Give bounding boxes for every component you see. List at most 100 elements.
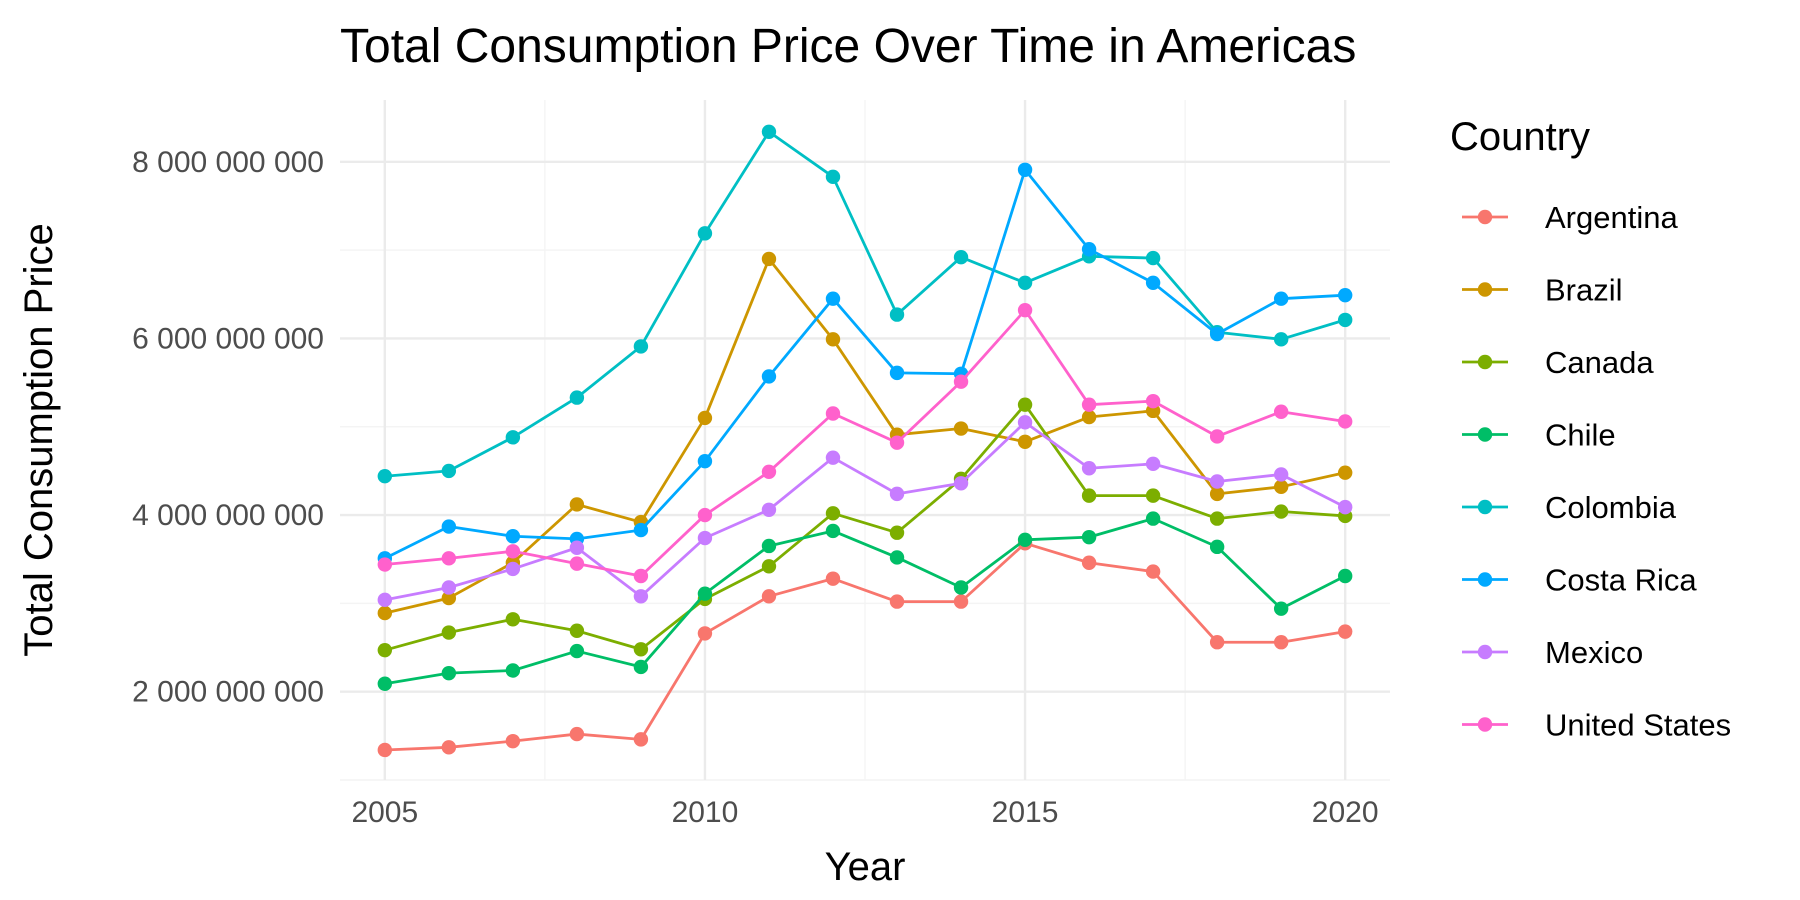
series-line: [384, 403, 1346, 652]
data-point: [1209, 511, 1225, 526]
data-point: [441, 590, 457, 606]
series-argentina: [377, 536, 1353, 758]
data-point: [1273, 601, 1289, 616]
data-point: [1017, 532, 1033, 547]
data-point: [1145, 456, 1161, 472]
axis-layer: 2005 2010 2015 2020 2 000 000 000 4 000 000 0…: [132, 146, 1378, 829]
data-point: [953, 580, 969, 595]
data-point: [1081, 461, 1097, 476]
y-tick-label: 2 000 000 000: [132, 676, 324, 709]
series-line: [384, 517, 1346, 686]
legend-label: Argentina: [1545, 200, 1678, 235]
data-point: [761, 502, 777, 517]
data-point: [825, 506, 841, 521]
series-line: [384, 130, 1346, 478]
data-point: [1209, 474, 1225, 489]
data-point: [1017, 302, 1033, 318]
data-point: [1017, 397, 1033, 412]
data-point: [1145, 488, 1161, 503]
x-tick-label: 2005: [351, 796, 418, 829]
data-point: [761, 124, 777, 139]
data-point: [889, 486, 905, 502]
data-point: [889, 435, 905, 450]
data-point: [1209, 539, 1225, 555]
data-point: [761, 589, 777, 604]
legend-item: Canada: [1462, 345, 1654, 380]
data-point: [825, 169, 841, 185]
data-point: [953, 421, 969, 436]
data-point: [505, 430, 521, 445]
data-point: [377, 592, 393, 608]
data-point: [1273, 504, 1289, 519]
y-axis-title: Total Consumption Price: [17, 223, 61, 657]
data-point: [505, 544, 521, 559]
legend-key-point: [1477, 644, 1493, 660]
data-point: [441, 665, 457, 681]
data-point: [953, 594, 969, 609]
series-chile: [377, 511, 1353, 691]
data-point: [1209, 635, 1225, 650]
data-point: [633, 659, 649, 675]
data-point: [761, 464, 777, 479]
data-point: [569, 390, 585, 405]
data-point: [1273, 404, 1289, 419]
x-axis-title: Year: [825, 845, 906, 889]
data-point: [441, 519, 457, 534]
data-point: [1145, 250, 1161, 266]
data-point: [441, 580, 457, 595]
data-point: [825, 291, 841, 306]
data-point: [697, 410, 713, 426]
data-point: [633, 732, 649, 747]
data-point: [377, 469, 393, 484]
data-point: [505, 733, 521, 749]
data-point: [697, 507, 713, 523]
legend-key-point: [1477, 572, 1493, 587]
x-tick-label: 2015: [992, 796, 1059, 829]
data-point: [1337, 568, 1353, 584]
data-point: [825, 571, 841, 586]
legend-key-point: [1477, 717, 1493, 732]
data-point: [1145, 393, 1161, 409]
data-point: [505, 529, 521, 544]
data-point: [633, 522, 649, 538]
data-point: [441, 551, 457, 566]
data-point: [505, 561, 521, 577]
x-tick-label: 2010: [672, 796, 739, 829]
data-point: [1273, 467, 1289, 482]
data-point: [569, 540, 585, 555]
data-point: [953, 249, 969, 265]
data-point: [1209, 486, 1225, 502]
series-layer: [377, 124, 1353, 758]
data-point: [1081, 529, 1097, 545]
series-mexico: [377, 415, 1353, 608]
data-point: [1081, 555, 1097, 570]
data-point: [761, 538, 777, 554]
data-point: [825, 332, 841, 347]
data-point: [377, 642, 393, 658]
data-point: [1337, 287, 1353, 303]
legend-key-point: [1477, 282, 1493, 297]
data-point: [569, 726, 585, 742]
data-point: [1209, 429, 1225, 444]
legend-item: Costa Rica: [1462, 563, 1697, 598]
legend-label: Costa Rica: [1545, 563, 1697, 598]
data-point: [441, 740, 457, 755]
data-point: [505, 612, 521, 627]
data-point: [1273, 332, 1289, 347]
legend-title: Country: [1450, 115, 1590, 159]
data-point: [441, 463, 457, 479]
legend-key-point: [1477, 499, 1493, 515]
data-point: [377, 742, 393, 758]
data-point: [953, 476, 969, 491]
data-point: [569, 497, 585, 512]
legend-label: Brazil: [1545, 273, 1623, 308]
data-point: [633, 589, 649, 604]
legend-item: Argentina: [1462, 200, 1678, 235]
data-point: [377, 605, 393, 621]
data-point: [1081, 397, 1097, 412]
data-point: [697, 453, 713, 469]
data-point: [1145, 275, 1161, 291]
data-point: [889, 525, 905, 540]
data-point: [1145, 564, 1161, 579]
